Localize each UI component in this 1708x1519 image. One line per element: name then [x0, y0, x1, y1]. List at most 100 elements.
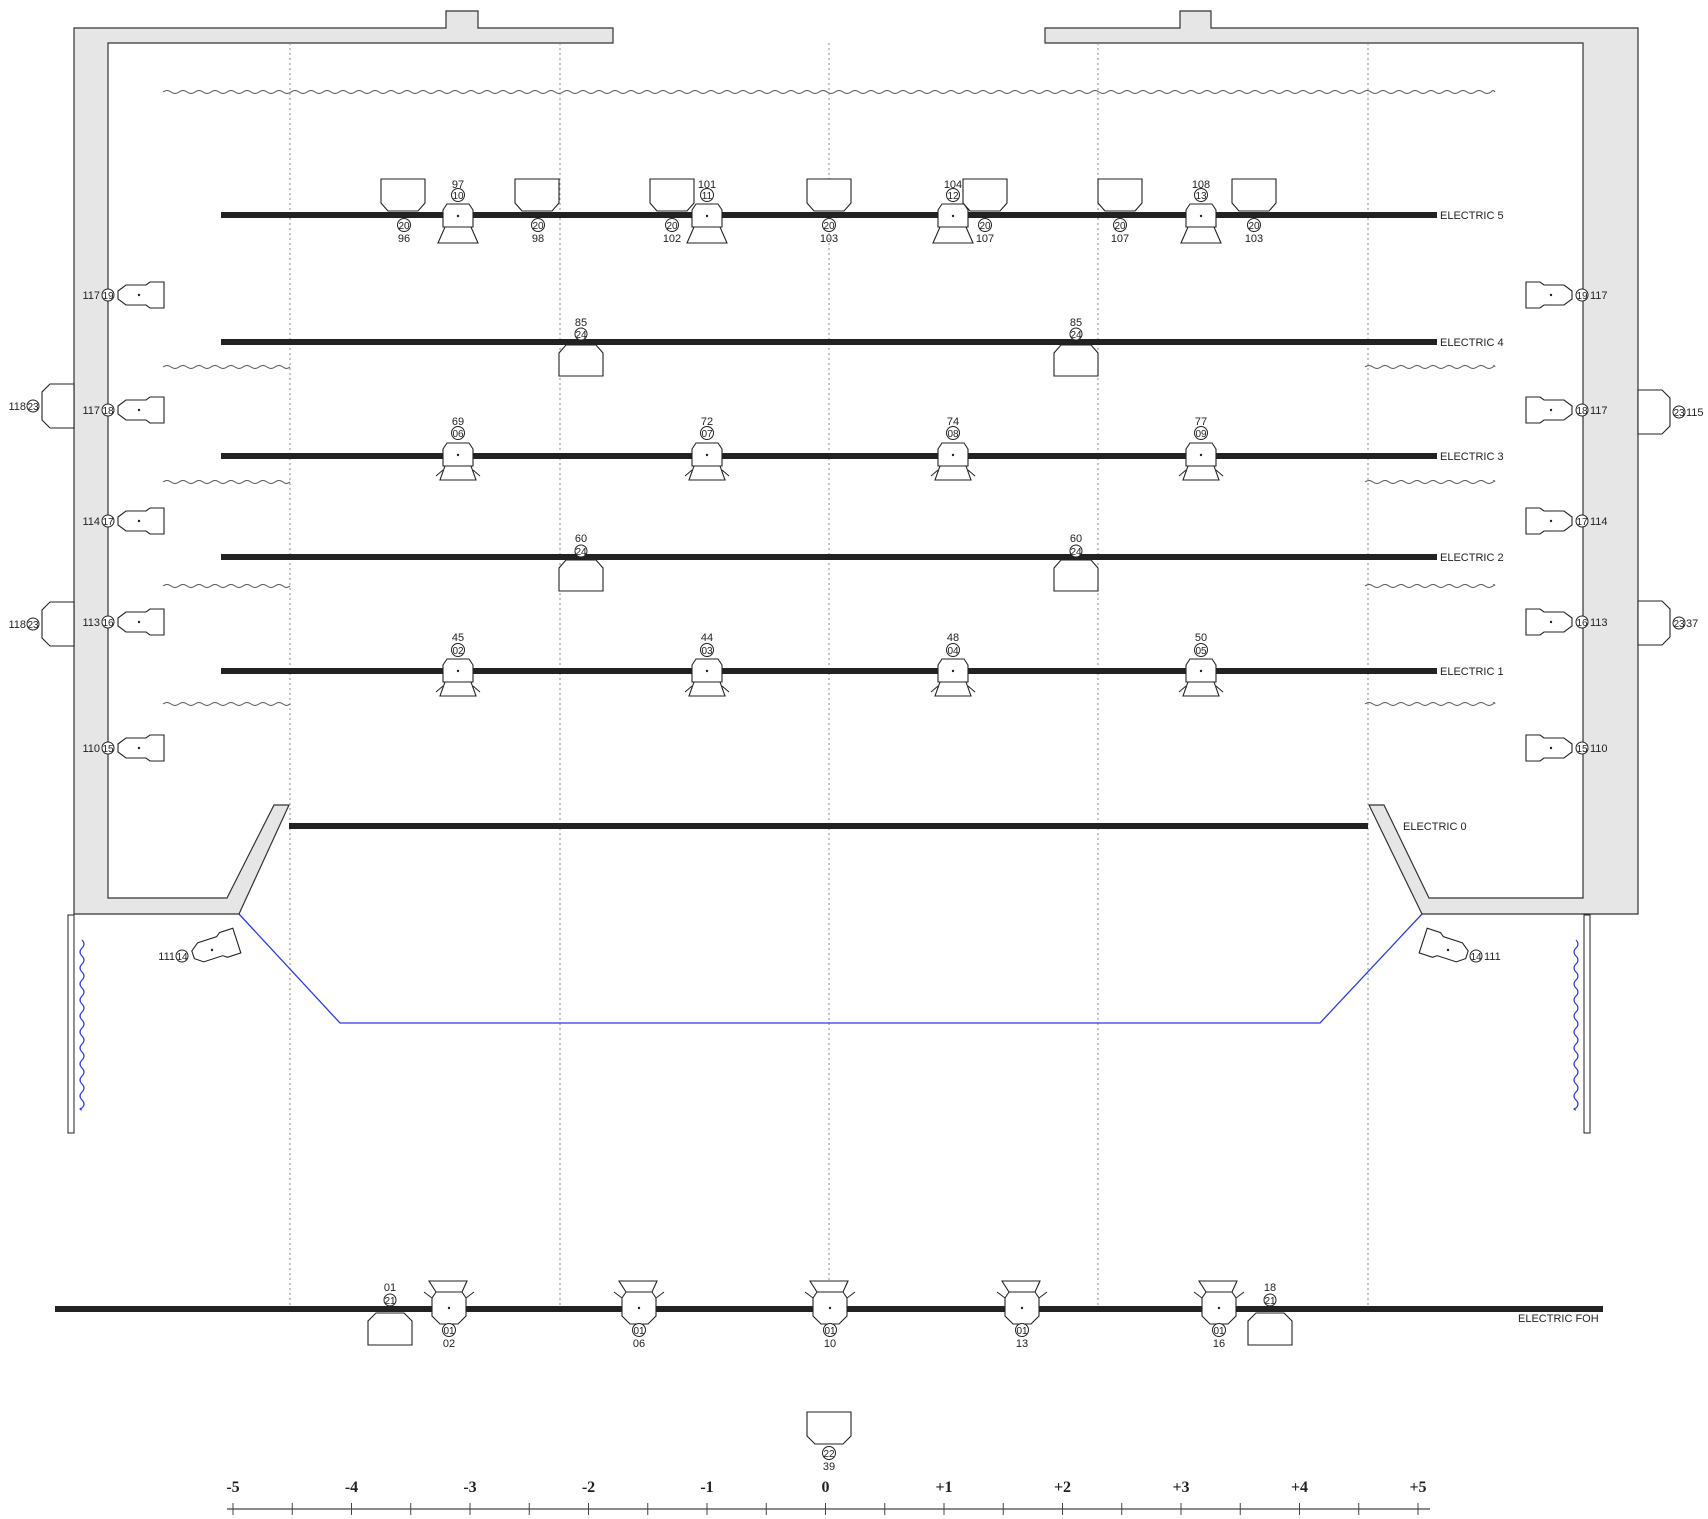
type-number: 23 [27, 402, 39, 413]
type-number: 09 [1195, 429, 1207, 440]
scale-label: +2 [1054, 1479, 1071, 1496]
boom-right: 19 117 18 117 17 114 16 113 [1525, 281, 1608, 762]
par-unit: 104 12 [932, 179, 974, 244]
electric-2-units: 60 24 60 24 [558, 533, 1099, 592]
boom-unit: 19 117 [1525, 281, 1608, 309]
flood-unit: 20 107 [962, 178, 1008, 245]
leg-curtain-left [79, 939, 85, 1111]
scale-bar: -5 -4 -3 -2 -1 0 +1 +2 +3 +4 +5 [226, 1479, 1430, 1515]
type-number: 20 [823, 221, 835, 232]
channel-number: 01 [384, 1282, 396, 1294]
type-number: 11 [702, 191, 713, 202]
electric-0-label: ELECTRIC 0 [1403, 821, 1467, 833]
border-curtain [162, 90, 1496, 94]
channel-number: 50 [1195, 632, 1207, 644]
channel-number: 107 [976, 233, 994, 245]
type-number: 15 [102, 744, 114, 755]
type-number: 01 [824, 1326, 836, 1337]
type-number: 08 [947, 429, 959, 440]
channel-number: 10 [824, 1338, 836, 1350]
channel-number: 114 [1590, 516, 1608, 528]
channel-number: 111 [158, 951, 175, 963]
channel-number: 77 [1195, 416, 1207, 428]
channel-number: 103 [1245, 233, 1263, 245]
foh-par-unit: 01 02 [423, 1280, 475, 1350]
scale-label: +3 [1172, 1479, 1189, 1496]
type-number: 20 [979, 221, 991, 232]
par-unit: 50 05 [1178, 632, 1224, 697]
type-number: 01 [633, 1326, 645, 1337]
wall-right [1044, 10, 1639, 915]
flood-unit: 20 98 [514, 178, 560, 245]
electric-2-label: ELECTRIC 2 [1440, 552, 1504, 564]
channel-number: 108 [1192, 179, 1210, 191]
scale-label: -2 [582, 1479, 595, 1496]
channel-number: 02 [443, 1338, 455, 1350]
channel-number: 113 [82, 617, 100, 629]
channel-number: 115 [1686, 407, 1704, 419]
channel-number: 48 [947, 632, 959, 644]
border-curtain [162, 480, 291, 484]
electric-1-label: ELECTRIC 1 [1440, 666, 1504, 678]
type-number: 17 [102, 517, 114, 528]
type-number: 20 [1114, 221, 1126, 232]
type-number: 12 [947, 191, 959, 202]
scale-label: +1 [935, 1479, 952, 1496]
flood-unit: 20 103 [806, 178, 852, 245]
type-number: 13 [1195, 191, 1207, 202]
par-unit: 69 06 [435, 416, 481, 481]
leg-frame-left [67, 914, 75, 1134]
boom-unit: 18 117 [1525, 396, 1608, 424]
side-flood-unit: 23 115 [1637, 389, 1704, 435]
flood-unit: 85 24 [1053, 317, 1099, 377]
channel-number: 113 [1590, 617, 1608, 629]
border-curtain [1364, 702, 1496, 706]
foh-units: 01 21 18 21 01 02 01 06 [367, 1280, 1293, 1350]
border-curtain [1364, 480, 1496, 484]
wall-left [73, 10, 614, 915]
flood-unit: 20 107 [1097, 178, 1143, 245]
par-unit: 108 13 [1180, 179, 1222, 244]
type-number: 20 [1248, 221, 1260, 232]
foh-par-unit: 01 06 [613, 1280, 665, 1350]
foh-par-unit: 01 10 [804, 1280, 856, 1350]
electric-5-pipe: ELECTRIC 5 [221, 210, 1504, 222]
border-curtain [1364, 365, 1496, 369]
type-number: 20 [532, 221, 544, 232]
electric-3-label: ELECTRIC 3 [1440, 451, 1504, 463]
type-number: 24 [1070, 330, 1082, 341]
type-number: 14 [1470, 952, 1482, 963]
type-number: 21 [1264, 1296, 1276, 1307]
channel-number: 72 [701, 416, 713, 428]
type-number: 19 [1576, 291, 1588, 302]
type-number: 15 [1576, 744, 1588, 755]
scale-label: -3 [463, 1479, 476, 1496]
scale-label: +5 [1409, 1479, 1426, 1496]
scale-label: -4 [345, 1479, 358, 1496]
electric-2-pipe: ELECTRIC 2 [221, 552, 1504, 564]
type-number: 10 [452, 191, 464, 202]
channel-number: 18 [1264, 1282, 1276, 1294]
type-number: 01 [1213, 1326, 1225, 1337]
stage-walls [73, 10, 1639, 915]
flood-unit: 20 103 [1231, 178, 1277, 245]
par-unit: 77 09 [1178, 416, 1224, 481]
border-curtain [1364, 584, 1496, 588]
type-number: 23 [27, 620, 39, 631]
channel-number: 44 [701, 632, 713, 644]
channel-number: 74 [947, 416, 959, 428]
floor-unit: 22 39 [806, 1411, 852, 1473]
electric-5-label: ELECTRIC 5 [1440, 210, 1504, 222]
boom-unit: 15 110 [1525, 734, 1608, 762]
electric-1-pipe: ELECTRIC 1 [221, 666, 1504, 678]
side-flood-unit: 23 37 [1637, 600, 1698, 646]
flood-unit: 85 24 [558, 317, 604, 377]
channel-number: 60 [1070, 533, 1082, 545]
type-number: 05 [1195, 646, 1207, 657]
boom-unit: 117 18 [82, 396, 165, 424]
type-number: 24 [575, 330, 587, 341]
channel-number: 98 [532, 233, 544, 245]
type-number: 02 [452, 646, 464, 657]
channel-number: 104 [944, 179, 962, 191]
leg-frame-right [1583, 914, 1591, 1134]
